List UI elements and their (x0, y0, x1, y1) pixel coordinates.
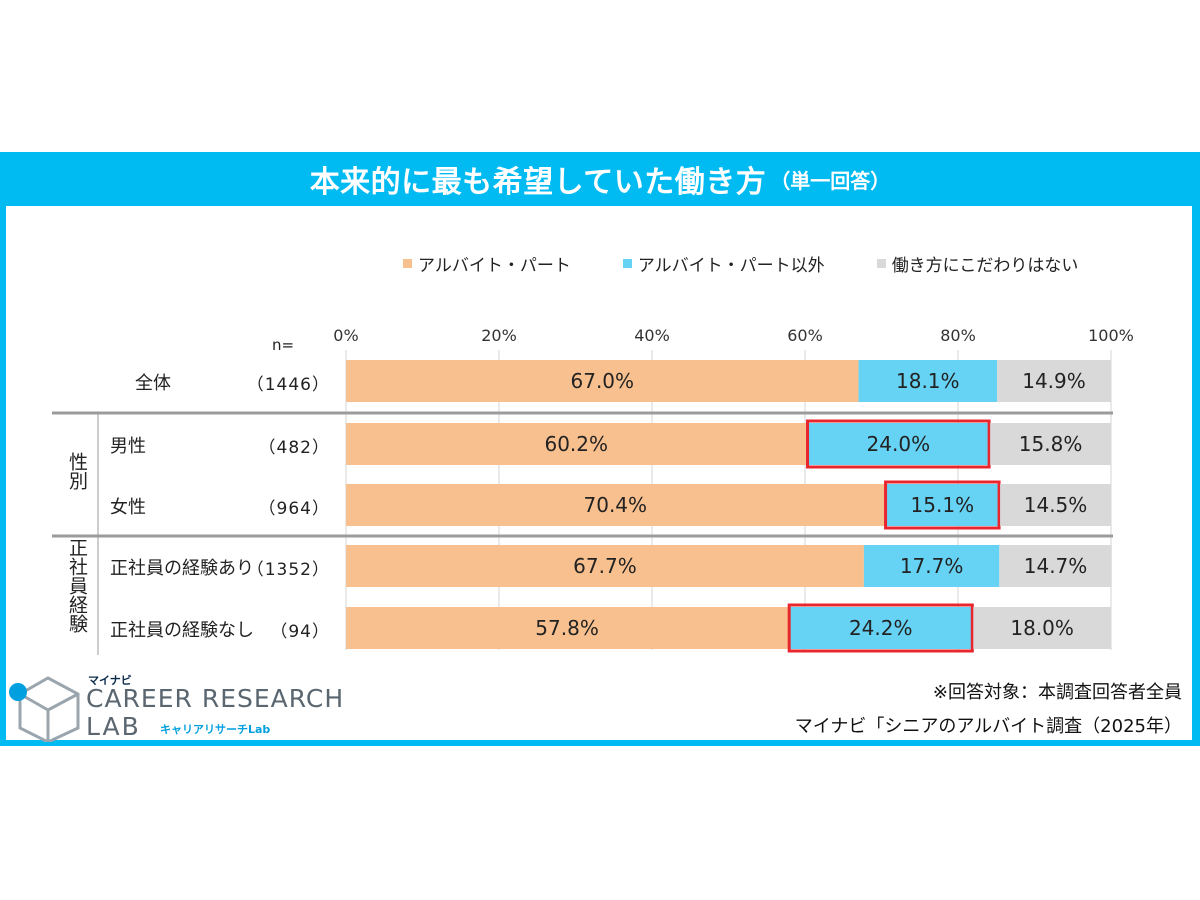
bar-non-part-time (788, 607, 974, 649)
bar-no-preference (997, 360, 1111, 402)
bar-part-time (346, 423, 807, 465)
bar-part-time (346, 360, 859, 402)
x-tick-label: 60% (787, 326, 823, 345)
note-text: ※回答対象：本調査回答者全員 (932, 682, 1182, 703)
x-tick-label: 40% (634, 326, 670, 345)
chart-title-suffix: （単一回答） (770, 168, 891, 193)
highlight-box (884, 480, 1001, 530)
legend: アルバイト・パート アルバイト・パート以外 働き方にこだわりはない (403, 251, 1078, 276)
logo-line2-text: LAB (86, 712, 141, 741)
chart-title: 本来的に最も希望していた働き方 (309, 165, 767, 200)
data-label: 14.7% (1024, 554, 1088, 578)
legend-swatch-non-part-time (622, 259, 632, 268)
x-tick-label: 100% (1088, 326, 1134, 345)
data-label: 17.7% (900, 554, 964, 578)
logo-brand-text: マイナビ (88, 674, 132, 687)
bar-non-part-time (806, 423, 991, 465)
logo-sub-text: キャリアリサーチLab (160, 723, 271, 736)
data-label: 67.0% (571, 369, 635, 393)
x-tick-label: 0% (333, 326, 358, 345)
data-label: 70.4% (584, 493, 648, 517)
logo-line1-text: CAREER RESEARCH (86, 684, 345, 713)
lab-logo-icon (9, 676, 80, 742)
bar-no-preference (990, 423, 1111, 465)
bar-no-preference (1000, 484, 1111, 526)
category-label: 正社員の経験なし (110, 620, 254, 641)
group-label-gender: 性別 (66, 452, 88, 490)
highlight-box (787, 603, 974, 653)
legend-label-non-part-time: アルバイト・パート以外 (637, 256, 825, 276)
x-tick-label: 80% (940, 326, 976, 345)
bar-non-part-time (863, 545, 1000, 587)
legend-item-part-time: アルバイト・パート (403, 251, 571, 276)
group-label-employment: 正社員経験 (66, 538, 88, 633)
category-label: 男性 (110, 436, 146, 457)
bar-non-part-time (858, 360, 998, 402)
sample-size-label: （94） (270, 622, 330, 642)
legend-swatch-no-preference (876, 259, 886, 268)
data-label: 24.2% (849, 616, 913, 640)
data-label: 24.0% (867, 432, 931, 456)
legend-item-non-part-time: アルバイト・パート以外 (622, 251, 825, 276)
data-label: 15.1% (911, 493, 975, 517)
legend-label-part-time: アルバイト・パート (418, 256, 571, 276)
category-label: 正社員の経験あり (110, 558, 254, 579)
data-label: 18.1% (896, 369, 960, 393)
bar-non-part-time (884, 484, 1001, 526)
data-label: 60.2% (544, 432, 608, 456)
x-tick-label: 20% (481, 326, 517, 345)
data-label: 14.5% (1024, 493, 1088, 517)
bar-no-preference (999, 545, 1112, 587)
legend-item-no-preference: 働き方にこだわりはない (876, 251, 1079, 276)
bar-part-time (346, 484, 885, 526)
chart-panel (6, 206, 1192, 740)
bar-part-time (346, 607, 789, 649)
title-band: 本来的に最も希望していた働き方 （単一回答） (0, 152, 1200, 206)
data-label: 57.8% (535, 616, 599, 640)
data-label: 67.7% (573, 554, 637, 578)
sample-size-label: （964） (258, 499, 330, 519)
category-label: 全体 (135, 373, 171, 394)
sample-size-label: （1352） (246, 560, 330, 580)
n-header: n= (272, 336, 295, 354)
sample-size-label: （1446） (246, 375, 330, 395)
bar-part-time (346, 545, 864, 587)
sample-size-label: （482） (258, 438, 330, 458)
source-text: マイナビ「シニアのアルバイト調査（2025年） (794, 716, 1182, 737)
legend-swatch-part-time (403, 259, 412, 268)
category-label: 女性 (110, 497, 146, 518)
highlight-box (806, 419, 991, 469)
data-label: 15.8% (1019, 432, 1083, 456)
bar-no-preference (973, 607, 1111, 649)
legend-label-no-preference: 働き方にこだわりはない (891, 256, 1079, 276)
data-label: 14.9% (1022, 369, 1086, 393)
data-label: 18.0% (1010, 616, 1074, 640)
